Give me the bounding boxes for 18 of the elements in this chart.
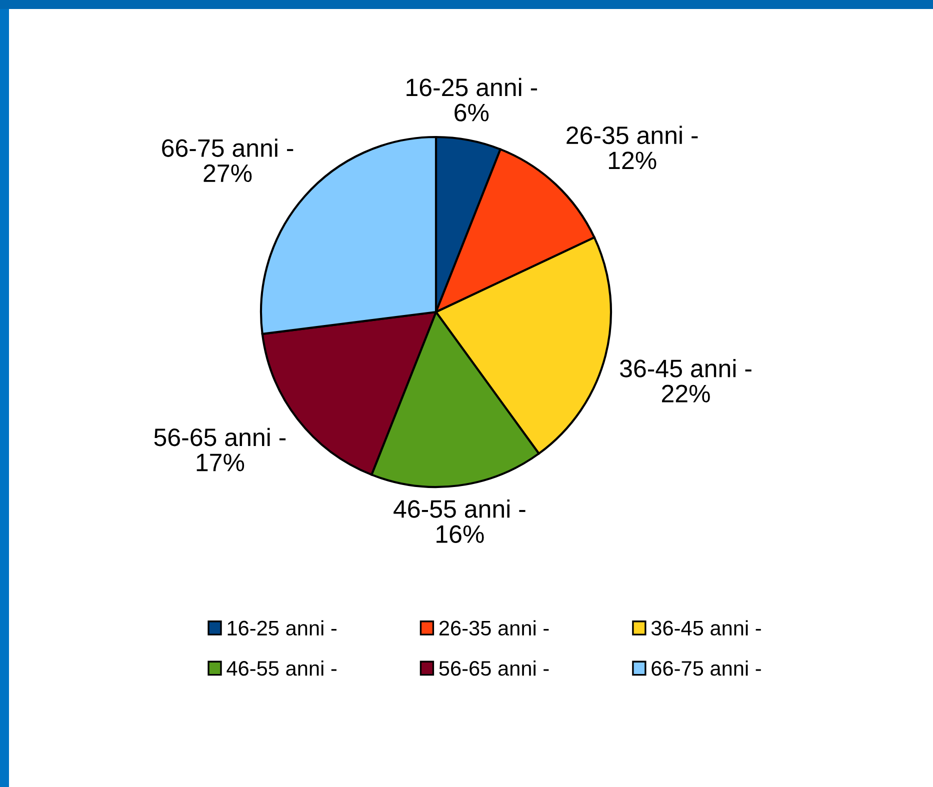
data-label: 22% xyxy=(662,384,710,402)
slice-label: 56-65 anni - xyxy=(154,428,286,446)
data-label: 17% xyxy=(196,454,244,472)
legend-label: 66-75 anni - xyxy=(652,660,761,676)
data-label: 16% xyxy=(436,525,484,543)
data-label: 6% xyxy=(454,104,489,122)
legend-label: 26-35 anni - xyxy=(439,620,549,636)
slice-label: 66-75 anni - xyxy=(162,138,294,157)
legend-label: 56-65 anni - xyxy=(439,660,549,676)
slice-label: 26-35 anni - xyxy=(566,126,698,144)
legend-label: 36-45 anni - xyxy=(651,620,761,636)
slice-label: 16-25 anni - xyxy=(406,78,538,96)
legend-label: 16-25 anni - xyxy=(228,620,336,636)
data-label: 27% xyxy=(204,164,252,182)
slice-label: 36-45 anni - xyxy=(620,359,752,378)
data-label: 12% xyxy=(608,152,656,170)
legend-label: 46-55 anni - xyxy=(226,660,336,676)
slice-label: 46-55 anni - xyxy=(394,500,526,518)
